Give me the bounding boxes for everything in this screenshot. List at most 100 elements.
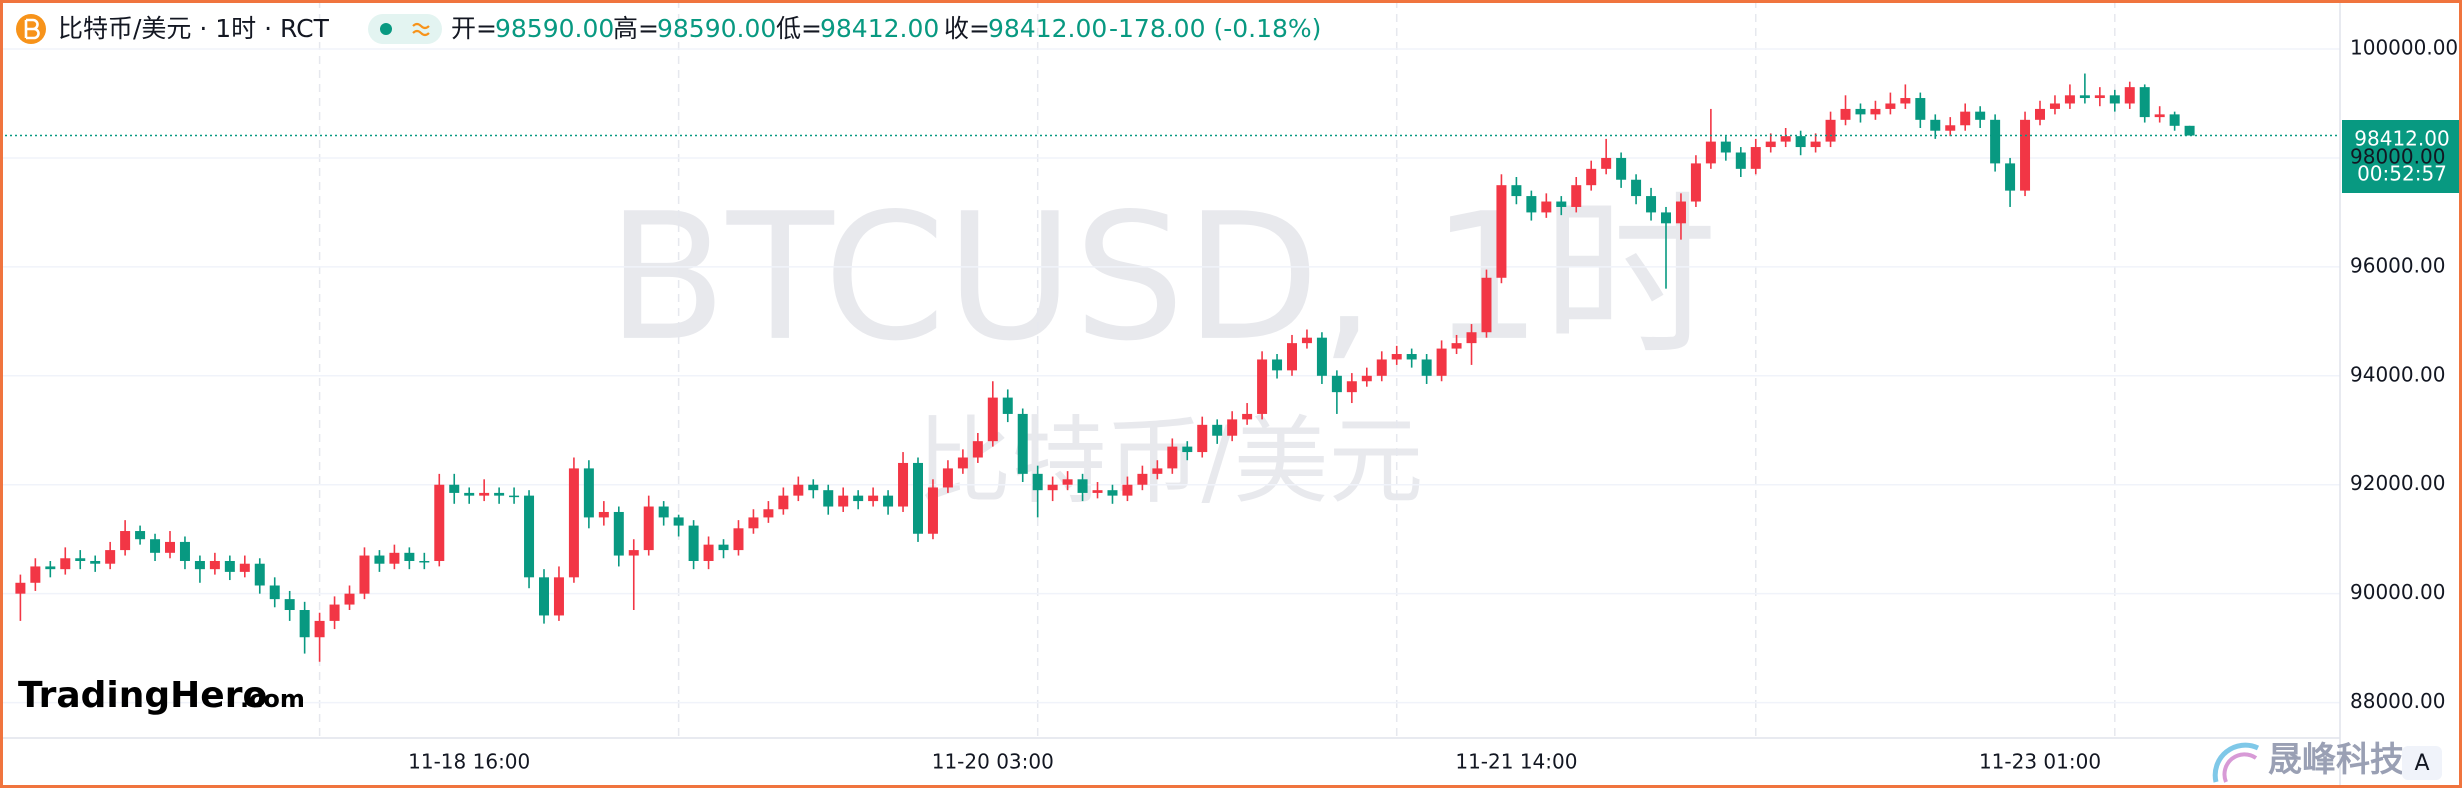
candle-body (1765, 141, 1776, 148)
candle-body (927, 487, 938, 534)
candle-body (105, 550, 116, 564)
brand-mark (2212, 742, 2260, 783)
candle-body (30, 566, 41, 583)
auto-scale-button[interactable] (2402, 746, 2442, 780)
candle-body (1391, 354, 1402, 360)
candle-body (1720, 141, 1731, 153)
close-value: 98412.00 (988, 14, 1107, 43)
candle-body (718, 544, 729, 551)
candle-body (1661, 212, 1671, 224)
candle-body (1361, 375, 1372, 382)
candle-body (60, 558, 71, 570)
symbol-icon-glyph (24, 18, 40, 40)
candle-body (1212, 424, 1223, 436)
candle-body (539, 577, 549, 616)
open-value: 98590.00 (495, 14, 614, 43)
candle-body (1690, 163, 1701, 202)
candle-body (1451, 343, 1462, 349)
candle-body (15, 582, 26, 594)
candle-body (194, 560, 205, 570)
candle-body (1436, 348, 1447, 376)
logo-name: TradingHero (18, 675, 267, 716)
candle-body (1331, 375, 1342, 393)
candle-body (2035, 108, 2045, 120)
candle-body (643, 506, 654, 551)
candle-body (748, 517, 759, 529)
high-label: 高= (613, 14, 659, 43)
candle-body (1301, 337, 1312, 344)
candle-body (75, 558, 86, 561)
y-tick-label: 98000.00 (2350, 144, 2445, 168)
candle-body (165, 541, 175, 553)
candle-body (853, 495, 864, 502)
candle-body (613, 511, 624, 556)
candle-body (673, 517, 684, 526)
candle-body (404, 552, 415, 561)
candle-body (778, 495, 789, 510)
candle-body (2049, 103, 2060, 109)
close-label: 收= (944, 14, 990, 43)
candle-body (2064, 95, 2075, 104)
candle-body (269, 585, 280, 600)
candle-body (1825, 119, 1836, 142)
candle-body (1346, 381, 1357, 393)
candle-body (868, 495, 879, 502)
candle-body (1376, 359, 1387, 376)
candle-body (823, 490, 834, 507)
candle-body (1586, 168, 1597, 186)
x-tick-label: 11-20 03:00 (932, 750, 1054, 774)
candle-body (2109, 95, 2120, 104)
candle-body (2094, 95, 2105, 99)
candle-body (2124, 87, 2135, 104)
candle-body (1870, 108, 1881, 115)
candle-body (1705, 141, 1716, 164)
price-tag-box (2342, 120, 2462, 193)
status-pill[interactable] (368, 14, 442, 44)
candle-body (1257, 359, 1268, 414)
candle-body (314, 620, 325, 638)
change-value: -178.00 (-0.18%) (1109, 14, 1321, 43)
candle-body (224, 560, 235, 572)
status-wave (412, 22, 430, 37)
candle-body (389, 552, 400, 564)
candle-body (942, 468, 953, 488)
candle-body (45, 566, 56, 570)
candle-body (299, 610, 310, 638)
candle-body (1092, 490, 1103, 493)
legend: 比特币/美元 · 1时 · RCT 开= 98590.00 高= 98590.0… (16, 14, 1321, 44)
candle-body (1406, 354, 1417, 360)
candle-body (2005, 163, 2016, 191)
candle-body (1750, 147, 1761, 169)
x-tick-label: 11-18 16:00 (408, 750, 530, 774)
candle-body (1646, 196, 1657, 213)
auto-scale-label[interactable]: A (2414, 751, 2429, 776)
candle-body (1930, 119, 1941, 131)
candle-body (583, 468, 594, 518)
candle-body (449, 484, 460, 493)
brand-name: 晟峰科技 (2268, 740, 2404, 780)
candle-body (1137, 473, 1148, 485)
candle-body (1556, 201, 1567, 207)
candle-body (1990, 119, 2001, 164)
candle-body (2169, 114, 2180, 126)
candle-body (464, 492, 475, 496)
candle-body (2184, 125, 2195, 136)
candle-body (1631, 179, 1642, 197)
candle-body (898, 462, 909, 507)
candle-body (479, 492, 490, 496)
candle-body (1855, 108, 1866, 115)
candle-body (688, 525, 699, 561)
candle-body (883, 495, 894, 507)
candle-body (628, 550, 639, 556)
low-label: 低= (776, 14, 822, 43)
candle-body (150, 539, 161, 553)
candle-body (329, 604, 340, 621)
brand: 晟峰科技 A (2212, 740, 2442, 783)
candle-body (838, 495, 849, 507)
candle-body (1675, 201, 1686, 224)
candle-body (2079, 95, 2090, 99)
candle-body (987, 397, 998, 442)
y-tick-label: 94000.00 (2350, 362, 2445, 386)
candle-body (1960, 111, 1971, 126)
